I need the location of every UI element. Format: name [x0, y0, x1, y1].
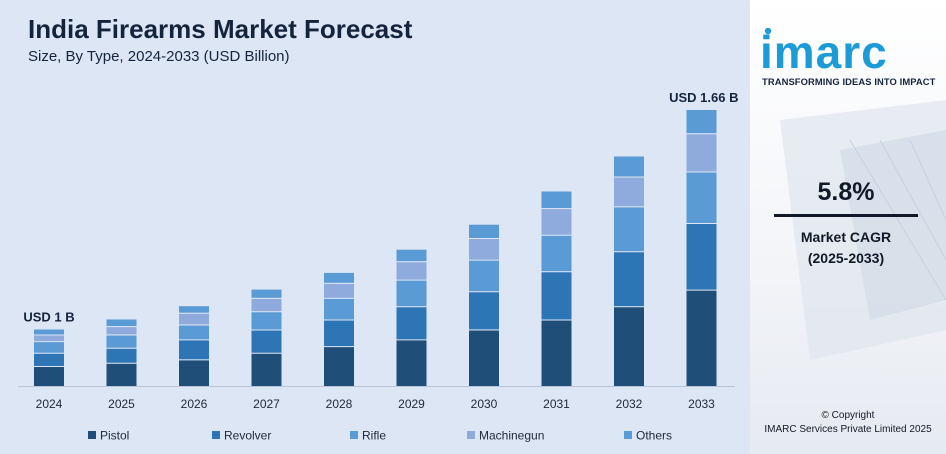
bar-segment-pistol-2032 [614, 306, 644, 386]
bar-segment-others-2028 [324, 272, 354, 283]
bar-segment-revolver-2031 [541, 271, 572, 320]
svg-text:imarc: imarc [760, 28, 888, 76]
bar-segment-others-2031 [541, 191, 572, 209]
x-tick-label-2025: 2025 [108, 397, 135, 411]
bar-segment-machinegun-2027 [251, 297, 282, 312]
cagr-value: 5.8% [817, 178, 875, 206]
bar-segment-machinegun-2026 [179, 312, 209, 325]
x-tick-label-2030: 2030 [471, 397, 498, 411]
bar-segment-pistol-2030 [469, 329, 499, 386]
x-tick-label-2029: 2029 [398, 397, 425, 411]
bar-segment-machinegun-2024 [34, 334, 64, 342]
bar-segment-rifle-2032 [614, 206, 644, 252]
chart-panel: India Firearms Market Forecast Size, By … [0, 0, 750, 454]
bar-segment-rifle-2028 [324, 297, 354, 320]
bar-segment-others-2029 [396, 249, 427, 262]
bar-segment-machinegun-2030 [469, 238, 499, 260]
legend-swatch-pistol [88, 431, 96, 439]
bar-segment-rifle-2024 [34, 341, 64, 353]
bar-segment-rifle-2033 [686, 171, 717, 223]
bar-segment-machinegun-2028 [324, 282, 354, 298]
x-tick-label-2033: 2033 [688, 397, 715, 411]
legend-label-rifle: Rifle [362, 429, 386, 443]
bar-segment-revolver-2028 [324, 319, 354, 347]
bar-segment-machinegun-2033 [686, 133, 717, 172]
bar-segment-pistol-2031 [541, 319, 572, 386]
bar-segment-others-2026 [179, 306, 209, 313]
chart-subtitle: Size, By Type, 2024-2033 (USD Billion) [28, 48, 290, 65]
legend-swatch-others [624, 431, 632, 439]
bar-segment-revolver-2030 [469, 291, 499, 330]
legend-swatch-rifle [350, 431, 358, 439]
bar-segment-machinegun-2029 [396, 261, 427, 280]
bar-segment-pistol-2033 [686, 289, 717, 386]
company-text: IMARC Services Private Limited 2025 [764, 424, 932, 435]
bar-segment-revolver-2027 [251, 329, 282, 353]
copyright-text: © Copyright [821, 410, 875, 421]
imarc-logo: imarc [760, 28, 888, 76]
bar-segment-pistol-2025 [106, 362, 137, 386]
legend-label-machinegun: Machinegun [479, 429, 544, 443]
brand-tagline: TRANSFORMING IDEAS INTO IMPACT [762, 76, 936, 87]
bar-segment-pistol-2029 [396, 339, 427, 386]
bar-annotation-2024: USD 1 B [23, 310, 74, 325]
bar-segment-rifle-2031 [541, 234, 572, 272]
cagr-label: Market CAGR [800, 229, 892, 245]
bar-segment-revolver-2032 [614, 251, 644, 307]
x-tick-label-2028: 2028 [326, 397, 353, 411]
legend-swatch-revolver [212, 431, 220, 439]
bar-segment-rifle-2026 [179, 324, 209, 340]
bar-segment-rifle-2029 [396, 279, 427, 307]
brand-panel: imarc TRANSFORMING IDEAS INTO IMPACT 5.8… [750, 0, 946, 454]
bar-segment-rifle-2025 [106, 334, 137, 348]
chart-title: India Firearms Market Forecast [28, 14, 413, 44]
legend-label-others: Others [636, 429, 672, 443]
bar-segment-machinegun-2031 [541, 208, 572, 235]
bar-segment-pistol-2026 [179, 359, 209, 386]
x-tick-label-2026: 2026 [181, 397, 208, 411]
x-tick-label-2032: 2032 [616, 397, 643, 411]
bar-segment-machinegun-2032 [614, 176, 644, 207]
bar-segment-revolver-2025 [106, 347, 137, 363]
bar-segment-pistol-2028 [324, 346, 354, 386]
bar-segment-others-2024 [34, 329, 64, 335]
bar-segment-revolver-2026 [179, 339, 209, 360]
bar-segment-revolver-2033 [686, 223, 717, 290]
bar-segment-others-2033 [686, 110, 717, 134]
legend-label-pistol: Pistol [100, 429, 129, 443]
bar-segment-pistol-2024 [34, 366, 64, 386]
x-tick-label-2031: 2031 [543, 397, 570, 411]
bar-segment-pistol-2027 [251, 352, 282, 386]
bar-segment-rifle-2030 [469, 259, 499, 292]
x-tick-label-2024: 2024 [36, 397, 63, 411]
bar-segment-revolver-2029 [396, 306, 427, 340]
background-decoration [780, 100, 946, 360]
cagr-divider [774, 214, 918, 217]
x-tick-label-2027: 2027 [253, 397, 280, 411]
bar-segment-others-2030 [469, 224, 499, 238]
bar-segment-revolver-2024 [34, 352, 64, 366]
bar-segment-others-2025 [106, 319, 137, 327]
bar-segment-rifle-2027 [251, 311, 282, 330]
stacked-bar-chart: 2024 USD 1 B 2025 2026 2027 2028 2029 2030 2031 2… [18, 90, 739, 443]
legend-swatch-machinegun [467, 431, 475, 439]
bar-segment-others-2027 [251, 289, 282, 298]
bar-annotation-2033: USD 1.66 B [669, 90, 738, 105]
bar-segment-machinegun-2025 [106, 326, 137, 335]
bar-segment-others-2032 [614, 156, 644, 177]
legend-label-revolver: Revolver [224, 429, 271, 443]
cagr-period: (2025-2033) [807, 250, 885, 266]
